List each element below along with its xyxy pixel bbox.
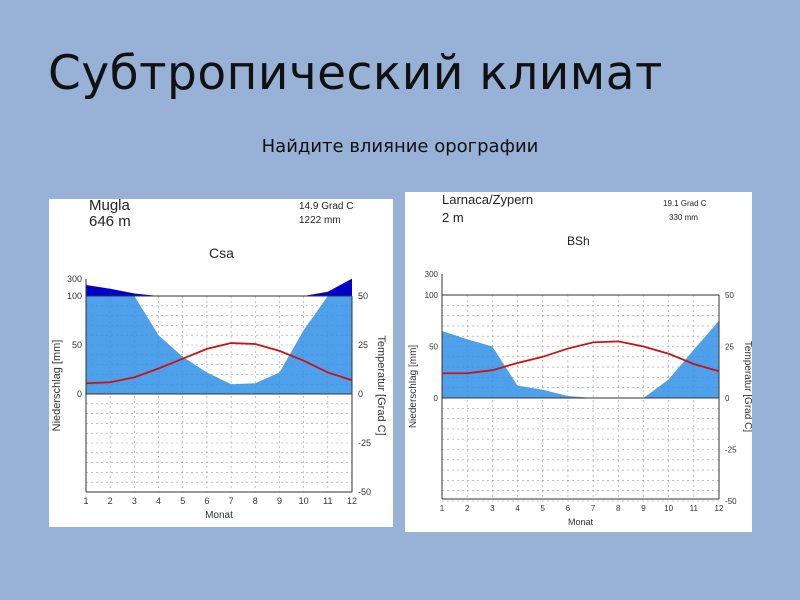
x-tick-label: 5 [180,496,185,506]
x-tick-label: 8 [616,504,621,513]
slide-title: Субтропический климат [48,46,663,101]
x-tick-label: 5 [541,504,546,513]
x-tick-label: 11 [323,496,332,506]
precip-tick-label: 0 [77,389,82,399]
x-axis-label: Monat [205,510,233,521]
temp-tick-label: 0 [725,394,730,403]
right-axis-label: Temperatur [Grad C] [742,341,752,432]
precipitation-area [86,296,352,394]
x-axis-label: Monat [568,517,594,527]
mean-temperature: 14.9 Grad C [299,201,354,212]
x-tick-label: 1 [83,496,88,506]
x-tick-label: 6 [566,504,571,513]
x-tick-label: 7 [229,496,234,506]
x-tick-label: 2 [465,504,470,513]
slide-subtitle: Найдите влияние орографии [261,136,539,157]
precip-tick-label: 300 [67,274,82,284]
x-tick-label: 4 [515,504,520,513]
x-tick-label: 3 [132,496,137,506]
climate-chart-larnaca-plot: 1 2 3 4 5 6 7 8 9 10 11 12050100300-50-2502550Monat… [408,270,752,527]
temp-tick-label: -25 [725,446,737,455]
x-tick-label: 9 [277,496,282,506]
climate-class: BSh [567,234,590,248]
climate-chart-larnaca: 1 2 3 4 5 6 7 8 9 10 11 12 0 50 100 300 -50 -25 0 25 50 Monat… [405,192,752,532]
x-tick-label: 3 [490,504,495,513]
x-tick-label: 10 [664,504,673,513]
x-tick-label: 7 [591,504,596,513]
temperature-line [442,340,720,375]
temp-tick-label: -50 [725,497,737,506]
station-name: Larnaca/Zypern [442,192,534,207]
x-tick-label: 12 [715,504,724,513]
annual-precipitation: 330 mm [669,213,698,222]
station-elevation: 2 m [442,210,464,225]
station-name: Mugla [89,199,130,214]
x-tick-label: 8 [253,496,258,506]
x-tick-label: 6 [204,496,209,506]
climate-chart-mugla-plot: 1 2 3 4 5 6 7 8 9 10 11 12050100300-50-2502550Monat… [51,274,387,521]
climate-class: Csa [209,245,234,261]
precipitation-surplus-area [86,278,352,296]
x-tick-label: 4 [156,496,161,506]
x-tick-label: 12 [347,496,357,506]
precip-tick-label: 300 [425,270,439,279]
x-tick-label: 1 [440,504,445,513]
precip-tick-label: 100 [67,291,82,301]
temp-tick-label: -50 [358,487,371,497]
climate-chart-mugla: 1 2 3 4 5 6 7 8 9 10 11 12 0 50 100 300 -50 -25 0 25 50 Monat… [49,199,393,527]
temp-tick-label: -25 [358,438,371,448]
mean-temperature: 19.1 Grad C [663,199,707,208]
station-elevation: 646 m [89,213,131,230]
left-axis-label: Niederschlag [mm] [408,345,419,429]
x-tick-label: 9 [641,504,646,513]
temperature-line [85,342,353,385]
precip-tick-label: 50 [429,343,438,352]
temp-tick-label: 25 [358,340,368,350]
precip-tick-label: 100 [425,291,439,300]
temp-tick-label: 0 [358,389,363,399]
x-tick-label: 10 [299,496,309,506]
precipitation-area [442,320,719,398]
x-tick-label: 2 [108,496,113,506]
temp-tick-label: 50 [725,291,734,300]
right-axis-label: Temperatur [Grad C] [375,335,387,435]
x-tick-label: 11 [690,504,699,513]
temp-tick-label: 25 [725,343,734,352]
precip-tick-label: 0 [434,394,439,403]
annual-precipitation: 1222 mm [299,215,341,226]
left-axis-label: Niederschlag [mm] [51,340,63,432]
temp-tick-label: 50 [358,291,368,301]
precip-tick-label: 50 [72,340,82,350]
